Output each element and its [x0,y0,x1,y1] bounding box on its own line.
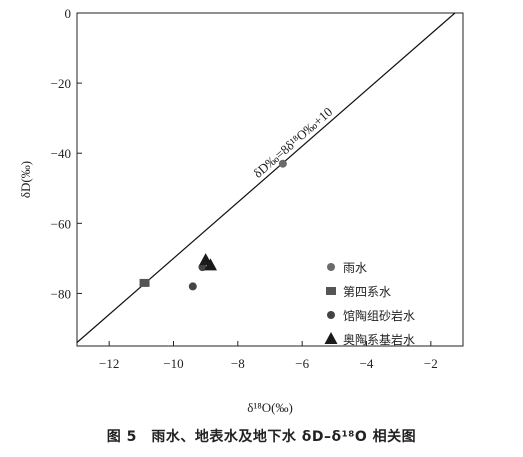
x-axis-title: δ¹⁸O(‰) [247,400,293,415]
legend-marker [324,332,338,344]
reference-line-group [76,12,456,343]
x-tick-label: −4 [360,356,374,371]
legend-label: 第四系水 [343,285,391,299]
x-tick-label: −8 [231,356,245,371]
y-tick-label: −80 [51,286,71,301]
x-tick-label: −12 [99,356,119,371]
data-point [278,159,287,168]
x-tick-label: −2 [424,356,438,371]
y-tick-label: 0 [65,6,72,21]
legend-label: 馆陶组砂岩水 [343,308,415,323]
x-tick-label: −6 [295,356,309,371]
plot-border [76,12,464,347]
data-point [188,282,197,291]
plot-frame [76,12,464,347]
reference-line [76,12,456,343]
legend-label: 雨水 [343,261,367,275]
figure-caption: 图 5 雨水、地表水及地下水 δD–δ¹⁸O 相关图 [106,429,417,445]
chart: −12 −10 −8 −6 −4 −20−20−40−60−80 雨水第四系水馆陶组砂岩水… [18,6,464,415]
legend-marker [326,287,336,295]
y-axis-title: δD(‰) [18,161,33,198]
y-tick-label: −40 [51,146,71,161]
legend-marker [327,311,335,319]
reference-line-label: δD‰=8δ¹⁸O‰+10 [250,104,335,181]
x-tick-label: −10 [163,356,183,371]
data-point [139,278,150,287]
data-point [198,263,207,272]
legend-label: 奥陶系基岩水 [343,332,415,347]
axis-ticks: −12 −10 −8 −6 −4 −20−20−40−60−80 [51,6,438,371]
data-points [139,159,287,291]
data-point [203,258,217,271]
y-tick-label: −20 [51,76,71,91]
legend-marker [327,263,335,271]
y-tick-label: −60 [51,216,71,231]
